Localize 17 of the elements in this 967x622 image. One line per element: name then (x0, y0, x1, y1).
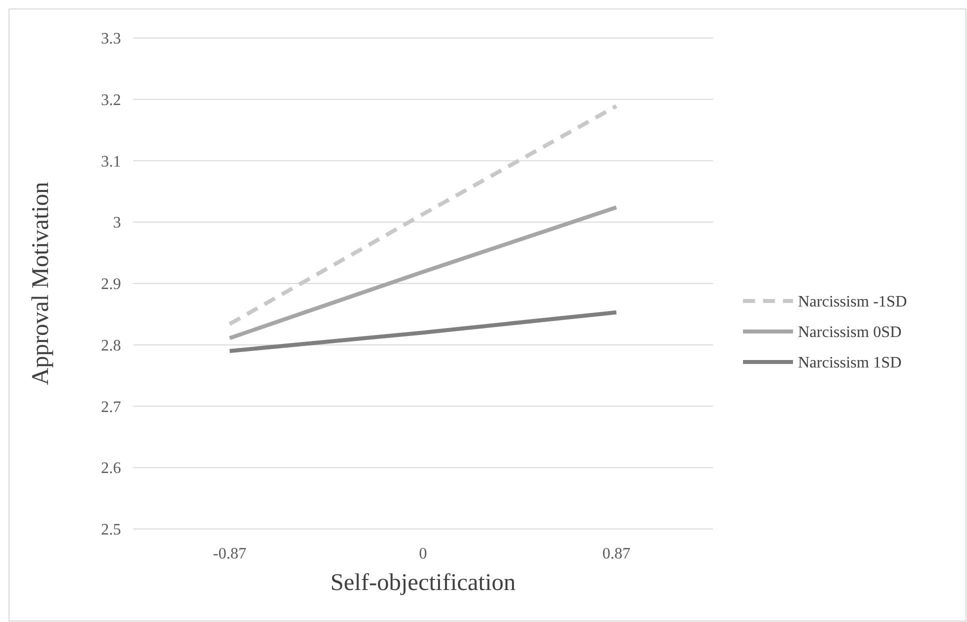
y-tick-label: 2.5 (101, 522, 121, 539)
y-axis-title: Approval Motivation (28, 182, 54, 386)
y-tick-label: 3.1 (101, 153, 121, 170)
legend-label: Narcissism 1SD (798, 354, 902, 372)
y-tick-label: 3.3 (101, 30, 121, 48)
x-tick-label: -0.87 (213, 546, 246, 563)
legend-label: Narcissism 0SD (798, 324, 902, 342)
y-tick-label: 2.6 (101, 460, 121, 478)
y-tick-label: 3 (113, 214, 121, 232)
y-tick-label: 2.8 (101, 337, 121, 354)
x-tick-label: 0.87 (602, 546, 630, 563)
y-tick-label: 2.7 (101, 398, 121, 416)
x-axis-title: Self-objectification (330, 570, 516, 596)
x-tick-label: 0 (419, 546, 427, 563)
y-tick-label: 3.2 (101, 92, 121, 109)
legend-label: Narcissism -1SD (798, 294, 907, 311)
y-tick-label: 2.9 (101, 276, 121, 294)
